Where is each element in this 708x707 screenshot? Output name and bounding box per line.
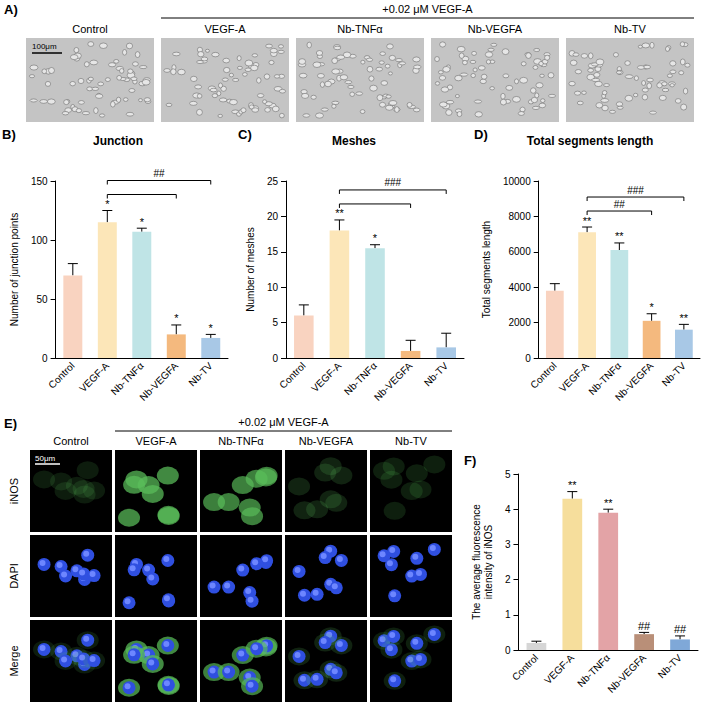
svg-text:**: ** <box>680 312 689 324</box>
svg-text:Nb-TV: Nb-TV <box>614 23 646 35</box>
svg-text:Control: Control <box>46 360 77 391</box>
svg-text:Nb-TNFα: Nb-TNFα <box>575 652 612 689</box>
svg-text:Nb-VEGFA: Nb-VEGFA <box>468 23 523 35</box>
svg-text:VEGF-A: VEGF-A <box>205 23 247 35</box>
svg-text:10000: 10000 <box>503 176 531 187</box>
svg-text:Nb-TV: Nb-TV <box>656 652 684 680</box>
svg-text:Nb-TNFα: Nb-TNFα <box>586 360 624 398</box>
svg-text:*: * <box>209 322 214 334</box>
svg-text:*: * <box>174 312 179 324</box>
svg-text:Nb-VEGFA: Nb-VEGFA <box>372 360 415 403</box>
svg-text:##: ## <box>153 168 165 179</box>
svg-text:VEGF-A: VEGF-A <box>542 652 576 686</box>
svg-text:Nb-TV: Nb-TV <box>660 360 688 388</box>
svg-text:*: * <box>649 301 654 313</box>
svg-text:##: ## <box>638 620 651 632</box>
svg-text:*: * <box>140 216 145 228</box>
svg-text:Junction: Junction <box>93 134 143 148</box>
svg-text:8000: 8000 <box>508 211 531 222</box>
svg-text:Number of meshes: Number of meshes <box>245 227 256 311</box>
svg-text:0: 0 <box>505 645 511 656</box>
svg-text:**: ** <box>335 207 344 219</box>
svg-text:E): E) <box>4 416 17 431</box>
svg-text:Nb-TNFα: Nb-TNFα <box>108 360 146 398</box>
svg-text:**: ** <box>568 479 577 491</box>
svg-text:Nb-TV: Nb-TV <box>186 360 214 388</box>
svg-text:5: 5 <box>272 317 278 328</box>
svg-text:###: ### <box>384 177 401 188</box>
svg-text:100: 100 <box>31 235 48 246</box>
svg-text:5: 5 <box>505 469 511 480</box>
svg-text:F): F) <box>464 453 476 468</box>
svg-text:##: ## <box>614 199 626 210</box>
svg-text:iNOS: iNOS <box>8 478 20 504</box>
svg-text:2: 2 <box>505 574 511 585</box>
svg-text:**: ** <box>583 215 592 227</box>
svg-text:###: ### <box>627 185 644 196</box>
svg-text:20: 20 <box>267 211 279 222</box>
svg-text:4000: 4000 <box>508 282 531 293</box>
svg-text:Nb-TNFα: Nb-TNFα <box>342 360 379 397</box>
svg-text:2000: 2000 <box>508 317 531 328</box>
svg-text:VEGF-A: VEGF-A <box>556 360 591 395</box>
svg-text:50μm: 50μm <box>35 454 56 463</box>
svg-text:Control: Control <box>72 23 107 35</box>
svg-text:VEGF-A: VEGF-A <box>77 360 111 394</box>
svg-text:*: * <box>105 198 110 210</box>
svg-text:Meshes: Meshes <box>332 134 376 148</box>
svg-text:50: 50 <box>36 294 48 305</box>
svg-text:100μm: 100μm <box>32 42 57 51</box>
svg-text:Control: Control <box>510 652 541 683</box>
svg-text:Control: Control <box>277 360 308 391</box>
svg-text:intensity of iNOS: intensity of iNOS <box>483 524 494 599</box>
svg-text:25: 25 <box>267 176 279 187</box>
svg-text:##: ## <box>674 623 687 635</box>
svg-text:Total segments length: Total segments length <box>481 221 492 318</box>
svg-text:**: ** <box>615 230 624 242</box>
svg-text:Control: Control <box>528 360 559 391</box>
svg-text:DAPI: DAPI <box>8 563 20 589</box>
svg-text:Nb-TV: Nb-TV <box>422 360 450 388</box>
svg-text:0: 0 <box>525 353 531 364</box>
svg-text:A): A) <box>4 2 18 17</box>
svg-text:**: ** <box>604 497 613 509</box>
svg-text:+0.02 μM VEGF-A: +0.02 μM VEGF-A <box>382 3 473 15</box>
svg-text:+0.02 μM VEGF-A: +0.02 μM VEGF-A <box>238 416 329 428</box>
svg-text:The average fluorescence: The average fluorescence <box>471 504 482 620</box>
svg-text:3: 3 <box>505 539 511 550</box>
svg-text:Total segments length: Total segments length <box>527 134 653 148</box>
svg-text:0: 0 <box>42 353 48 364</box>
svg-text:Nb-VEGFA: Nb-VEGFA <box>137 360 180 403</box>
svg-text:Nb-TNFα: Nb-TNFα <box>337 23 383 35</box>
svg-text:Nb-TNFα: Nb-TNFα <box>218 435 264 447</box>
svg-text:6000: 6000 <box>508 246 531 257</box>
svg-text:VEGF-A: VEGF-A <box>309 360 343 394</box>
svg-text:D): D) <box>474 127 488 142</box>
svg-text:10: 10 <box>267 282 279 293</box>
svg-text:C): C) <box>238 127 252 142</box>
svg-text:Number of junction points: Number of junction points <box>9 213 20 326</box>
svg-text:Nb-VEGFA: Nb-VEGFA <box>613 360 656 403</box>
svg-text:Control: Control <box>53 435 88 447</box>
svg-text:Nb-TV: Nb-TV <box>395 435 427 447</box>
svg-text:Nb-VEGFA: Nb-VEGFA <box>299 435 354 447</box>
svg-text:*: * <box>373 232 378 244</box>
svg-text:Merge: Merge <box>8 645 20 676</box>
svg-text:15: 15 <box>267 246 279 257</box>
svg-text:Nb-VEGFA: Nb-VEGFA <box>605 652 648 695</box>
svg-text:0: 0 <box>272 353 278 364</box>
svg-text:150: 150 <box>31 176 48 187</box>
svg-text:1: 1 <box>505 609 511 620</box>
svg-text:B): B) <box>2 127 16 142</box>
svg-text:4: 4 <box>505 504 511 515</box>
svg-text:VEGF-A: VEGF-A <box>136 435 178 447</box>
